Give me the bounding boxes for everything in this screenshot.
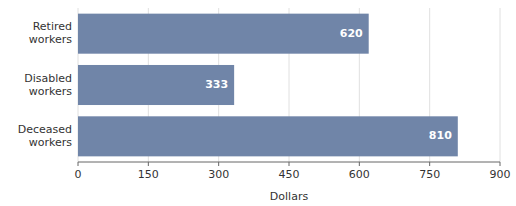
data-label: 333: [205, 78, 228, 91]
category-label: Deceasedworkers: [18, 123, 73, 149]
tick-mark: [218, 162, 219, 166]
tick-label: 750: [419, 168, 440, 181]
tick-label: 600: [349, 168, 370, 181]
data-labels: 810 333 620: [205, 27, 452, 143]
tick-mark: [429, 162, 430, 166]
tick-mark: [500, 162, 501, 166]
chart-container: 0150300450600750900DollarsDeceasedworker…: [0, 0, 516, 206]
category-label: Retiredworkers: [29, 20, 73, 46]
grid-line: [500, 8, 501, 162]
tick-mark: [148, 162, 149, 166]
chart: 0150300450600750900DollarsDeceasedworker…: [0, 0, 516, 206]
x-axis-label: Dollars: [270, 190, 309, 203]
bar: [78, 65, 234, 105]
tick-mark: [289, 162, 290, 166]
tick-mark: [78, 162, 79, 166]
tick-mark: [359, 162, 360, 166]
category-label-line: workers: [29, 136, 73, 149]
data-label: 620: [340, 27, 363, 40]
bars: [78, 14, 458, 157]
x-axis: 0 150 300 450 600 750 900: [75, 162, 511, 181]
data-label: 810: [429, 129, 452, 142]
tick-label: 300: [208, 168, 229, 181]
tick-label: 150: [138, 168, 159, 181]
category-label-line: workers: [29, 33, 73, 46]
category-label-line: Retired: [33, 20, 72, 33]
category-label-line: Deceased: [18, 123, 72, 136]
grid: [78, 8, 500, 162]
bar: [78, 116, 458, 156]
x-axis-line: [78, 162, 500, 163]
bar: [78, 14, 369, 54]
y-axis: DeceasedworkersDisabledworkersRetiredwor…: [18, 20, 73, 149]
tick-label: 900: [490, 168, 511, 181]
tick-label: 450: [279, 168, 300, 181]
category-label: Disabledworkers: [24, 72, 72, 98]
tick-label: 0: [75, 168, 82, 181]
category-label-line: Disabled: [24, 72, 72, 85]
category-label-line: workers: [29, 85, 73, 98]
